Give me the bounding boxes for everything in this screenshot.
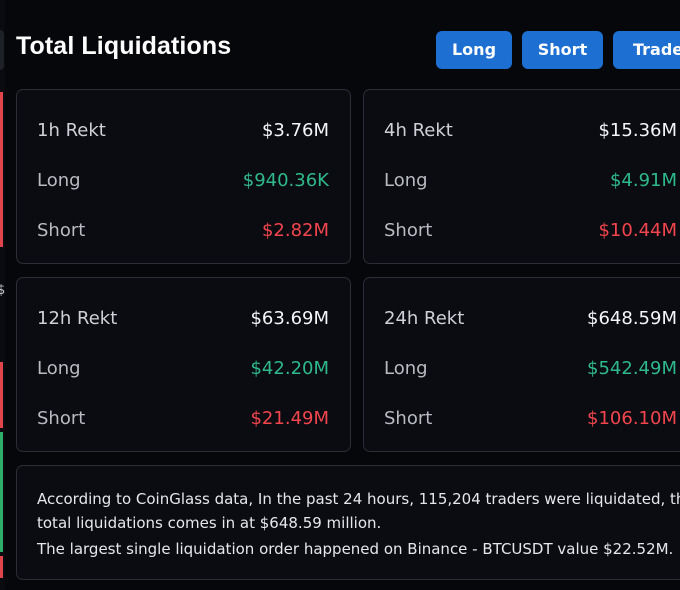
edge-tab [0, 30, 4, 70]
stat-row-total: 1h Rekt $3.76M [37, 118, 329, 144]
long-label: Long [37, 170, 81, 191]
period-label: 4h Rekt [384, 120, 453, 141]
long-label: Long [384, 170, 428, 191]
long-value: $4.91M [609, 170, 677, 191]
period-label: 1h Rekt [37, 120, 106, 141]
short-value: $106.10M [587, 408, 677, 429]
short-button[interactable]: Short [522, 31, 603, 69]
edge-red-segment [0, 92, 3, 247]
total-value: $3.76M [261, 120, 329, 141]
long-value: $940.36K [242, 170, 329, 191]
stat-card-4h: 4h Rekt $15.36M Long $4.91M Short $10.44… [363, 89, 680, 264]
stat-row-long: Long $42.20M [37, 356, 329, 382]
edge-red-segment [0, 556, 3, 578]
summary-line-3: The largest single liquidation order hap… [37, 540, 674, 558]
stat-row-short: Short $106.10M [384, 406, 677, 432]
summary-box: According to CoinGlass data, In the past… [16, 465, 680, 580]
summary-line-2: total liquidations comes in at $648.59 m… [37, 514, 382, 532]
stat-row-short: Short $21.49M [37, 406, 329, 432]
total-value: $15.36M [598, 120, 677, 141]
stat-row-total: 12h Rekt $63.69M [37, 306, 329, 332]
trade-button[interactable]: Trade [613, 31, 680, 69]
long-value: $42.20M [250, 358, 329, 379]
stat-card-24h: 24h Rekt $648.59M Long $542.49M Short $1… [363, 277, 680, 452]
stat-row-long: Long $940.36K [37, 168, 329, 194]
total-value: $648.59M [587, 308, 677, 329]
long-label: Long [384, 358, 428, 379]
long-button[interactable]: Long [436, 31, 512, 69]
edge-glyph: $ [0, 283, 6, 298]
short-label: Short [384, 220, 433, 241]
stat-row-total: 4h Rekt $15.36M [384, 118, 677, 144]
long-value: $542.49M [587, 358, 677, 379]
edge-green-segment [0, 432, 3, 552]
short-value: $2.82M [261, 220, 329, 241]
stat-row-total: 24h Rekt $648.59M [384, 306, 677, 332]
left-edge-strip: $ [0, 0, 5, 590]
short-label: Short [384, 408, 433, 429]
short-value: $21.49M [250, 408, 329, 429]
stat-card-12h: 12h Rekt $63.69M Long $42.20M Short $21.… [16, 277, 351, 452]
stat-row-long: Long $542.49M [384, 356, 677, 382]
summary-line-1: According to CoinGlass data, In the past… [37, 490, 680, 508]
long-label: Long [37, 358, 81, 379]
edge-red-segment [0, 362, 3, 428]
stat-row-long: Long $4.91M [384, 168, 677, 194]
period-label: 12h Rekt [37, 308, 118, 329]
stat-row-short: Short $10.44M [384, 218, 677, 244]
short-label: Short [37, 220, 86, 241]
total-value: $63.69M [250, 308, 329, 329]
page-title: Total Liquidations [16, 32, 232, 60]
short-label: Short [37, 408, 86, 429]
stat-card-1h: 1h Rekt $3.76M Long $940.36K Short $2.82… [16, 89, 351, 264]
period-label: 24h Rekt [384, 308, 465, 329]
stat-row-short: Short $2.82M [37, 218, 329, 244]
short-value: $10.44M [598, 220, 677, 241]
